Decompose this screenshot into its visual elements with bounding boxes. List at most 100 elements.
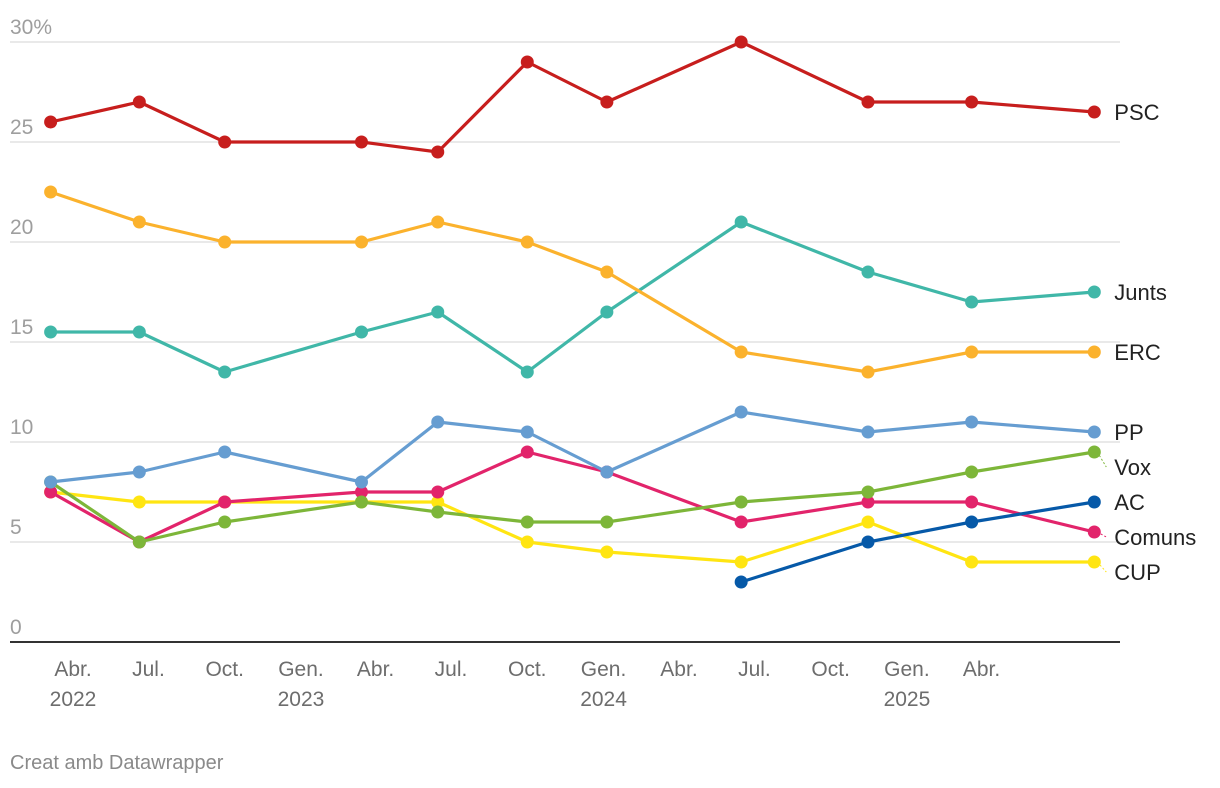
data-point-ac xyxy=(965,515,979,529)
series-label-cup: CUP xyxy=(1114,560,1160,585)
x-tick-year: 2024 xyxy=(580,688,627,711)
data-point-psc xyxy=(734,35,748,49)
series-lines xyxy=(44,35,1101,589)
x-tick-label: Gen. xyxy=(278,658,324,681)
y-tick-label: 15 xyxy=(10,316,33,339)
data-point-erc xyxy=(431,215,445,229)
series-pp xyxy=(44,405,1101,489)
data-point-junts xyxy=(1087,285,1101,299)
series-label-comuns: Comuns xyxy=(1114,525,1196,550)
x-tick-label: Abr. xyxy=(357,658,394,681)
x-tick-label: Oct. xyxy=(811,658,850,681)
x-tick-label: Gen. xyxy=(581,658,627,681)
data-point-vox xyxy=(218,515,232,529)
x-tick-label: Abr. xyxy=(660,658,697,681)
series-label-ac: AC xyxy=(1114,490,1145,515)
data-point-pp xyxy=(734,405,748,419)
series-erc xyxy=(44,185,1101,379)
data-point-psc xyxy=(431,145,445,159)
x-tick-label: Oct. xyxy=(508,658,547,681)
data-point-ac xyxy=(734,575,748,589)
x-tick-year: 2022 xyxy=(50,688,97,711)
x-tick-label: Jul. xyxy=(435,658,468,681)
x-tick-label: Gen. xyxy=(884,658,930,681)
data-point-vox xyxy=(1087,445,1101,459)
y-tick-label: 20 xyxy=(10,216,33,239)
y-tick-label: 0 xyxy=(10,616,22,639)
data-point-comuns xyxy=(734,515,748,529)
data-point-pp xyxy=(1087,425,1101,439)
data-point-junts xyxy=(520,365,534,379)
data-point-pp xyxy=(600,465,614,479)
data-point-junts xyxy=(861,265,875,279)
data-point-pp xyxy=(132,465,146,479)
data-point-vox xyxy=(520,515,534,529)
data-point-psc xyxy=(1087,105,1101,119)
series-label-junts: Junts xyxy=(1114,280,1167,305)
data-point-comuns xyxy=(965,495,979,509)
data-point-erc xyxy=(861,365,875,379)
data-point-vox xyxy=(354,495,368,509)
data-point-junts xyxy=(218,365,232,379)
series-line-junts xyxy=(48,220,1096,374)
data-point-erc xyxy=(1087,345,1101,359)
data-point-pp xyxy=(520,425,534,439)
data-point-pp xyxy=(354,475,368,489)
data-point-comuns xyxy=(44,485,58,499)
series-label-vox: Vox xyxy=(1114,455,1151,480)
data-point-junts xyxy=(734,215,748,229)
data-point-psc xyxy=(218,135,232,149)
x-tick-label: Jul. xyxy=(738,658,771,681)
series-junts xyxy=(44,215,1101,379)
label-connector-comuns xyxy=(1097,531,1107,538)
series-ac xyxy=(734,495,1101,589)
series-label-erc: ERC xyxy=(1114,340,1161,365)
data-point-cup xyxy=(1087,555,1101,569)
data-point-pp xyxy=(218,445,232,459)
x-tick-label: Abr. xyxy=(54,658,91,681)
data-point-cup xyxy=(861,515,875,529)
data-point-vox xyxy=(861,485,875,499)
data-point-erc xyxy=(600,265,614,279)
y-axis-ticks: 0 5 10 15 20 25 30% xyxy=(10,16,52,639)
gridlines xyxy=(10,41,1120,643)
data-point-vox xyxy=(965,465,979,479)
data-point-junts xyxy=(965,295,979,309)
data-point-pp xyxy=(965,415,979,429)
data-point-psc xyxy=(965,95,979,109)
x-tick-label: Jul. xyxy=(132,658,165,681)
series-line-ac xyxy=(739,500,1096,584)
data-point-comuns xyxy=(218,495,232,509)
series-labels: PSC Junts ERC PP Vox AC Comuns CUP xyxy=(1096,100,1196,585)
series-line-erc xyxy=(48,190,1096,374)
data-point-junts xyxy=(132,325,146,339)
series-comuns xyxy=(44,445,1101,549)
data-point-comuns xyxy=(431,485,445,499)
data-point-ac xyxy=(1087,495,1101,509)
data-point-vox xyxy=(734,495,748,509)
data-point-cup xyxy=(734,555,748,569)
x-tick-year: 2025 xyxy=(884,688,931,711)
data-point-pp xyxy=(861,425,875,439)
series-label-pp: PP xyxy=(1114,420,1143,445)
data-point-psc xyxy=(44,115,58,129)
x-axis: Abr. 2022 Jul. Oct. Gen. 2023 Abr. Jul. Oct. Gen.… xyxy=(50,658,1001,711)
series-label-psc: PSC xyxy=(1114,100,1159,125)
data-point-erc xyxy=(354,235,368,249)
series-line-pp xyxy=(48,410,1096,484)
data-point-psc xyxy=(520,55,534,69)
x-tick-label: Abr. xyxy=(963,658,1000,681)
y-tick-label: 10 xyxy=(10,416,33,439)
data-point-psc xyxy=(354,135,368,149)
data-point-erc xyxy=(132,215,146,229)
label-connector-vox xyxy=(1096,451,1107,468)
data-point-ac xyxy=(861,535,875,549)
data-point-cup xyxy=(965,555,979,569)
x-tick-year: 2023 xyxy=(278,688,325,711)
data-point-vox xyxy=(600,515,614,529)
data-point-erc xyxy=(44,185,58,199)
series-psc xyxy=(44,35,1101,159)
data-point-erc xyxy=(965,345,979,359)
data-point-erc xyxy=(734,345,748,359)
